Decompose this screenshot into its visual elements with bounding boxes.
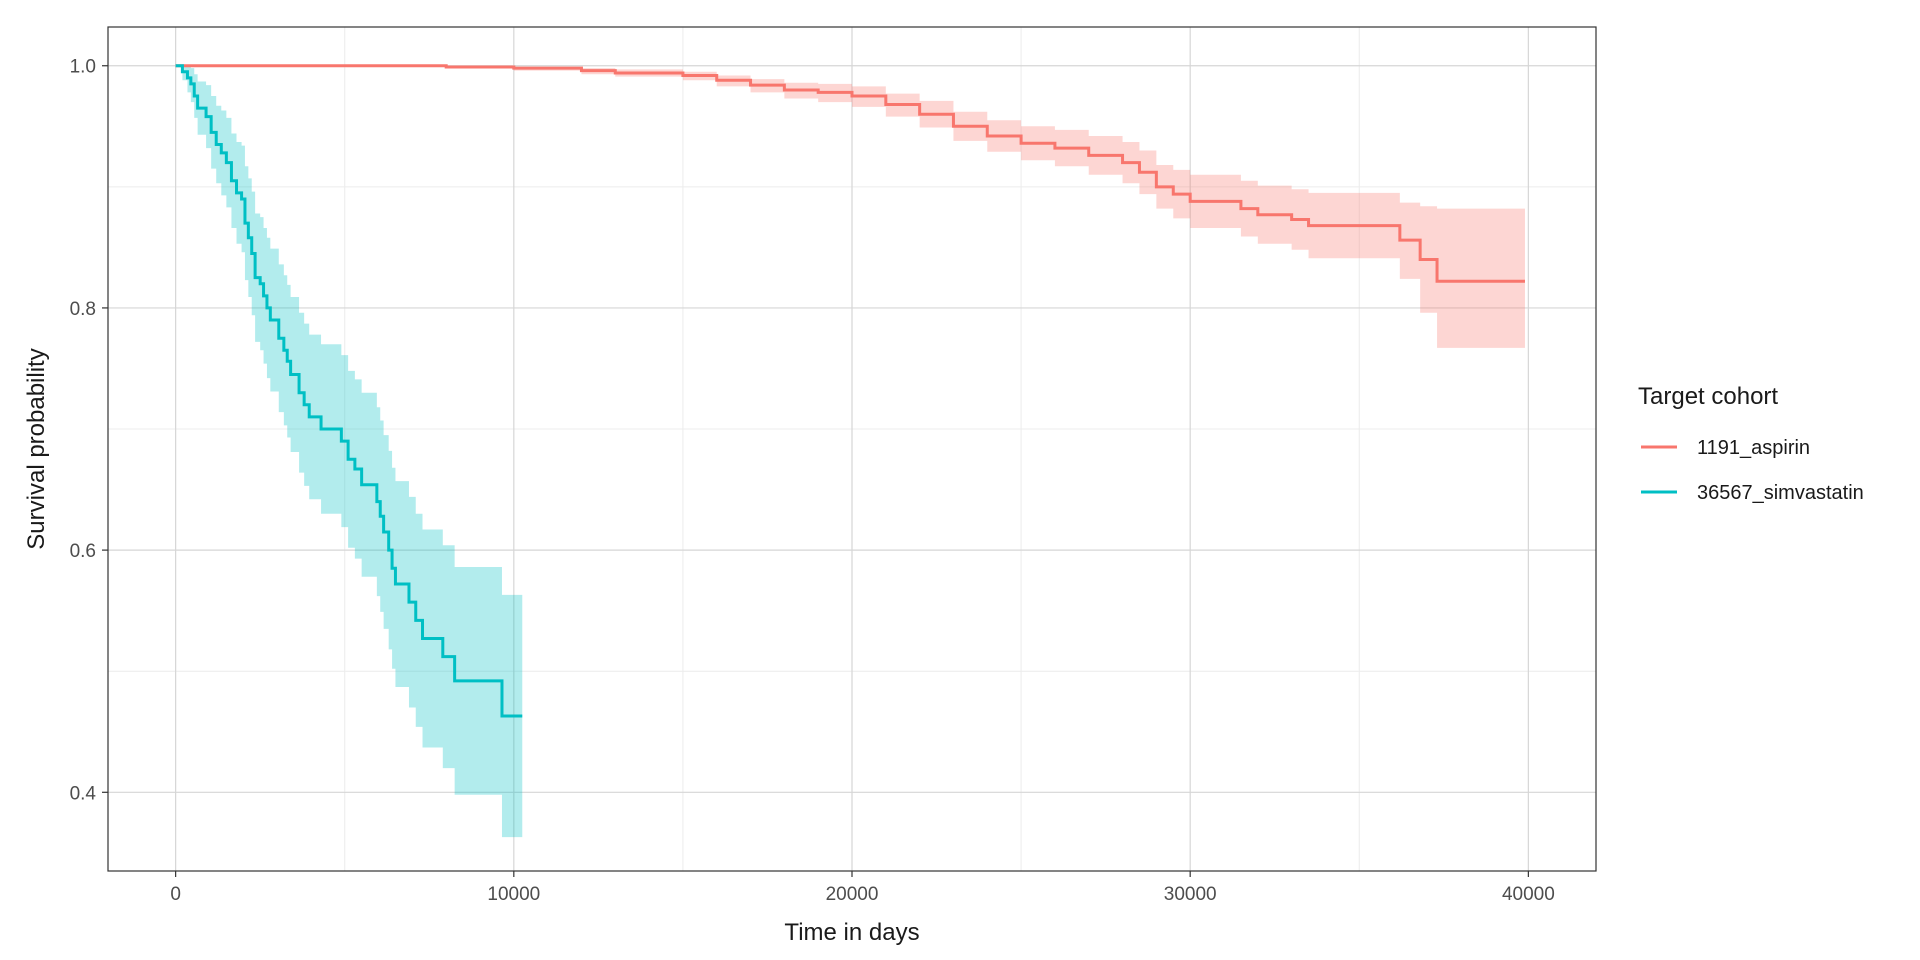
legend-label-aspirin: 1191_aspirin xyxy=(1697,437,1810,459)
y-tick-label: 1.0 xyxy=(70,57,96,78)
legend-label-simvastatin: 36567_simvastatin xyxy=(1697,482,1864,504)
legend-title: Target cohort xyxy=(1638,383,1778,410)
x-tick-label: 0 xyxy=(170,884,181,905)
x-tick-label: 10000 xyxy=(487,884,540,905)
x-tick-label: 30000 xyxy=(1164,884,1217,905)
y-tick-label: 0.4 xyxy=(70,783,97,804)
x-tick-label: 40000 xyxy=(1502,884,1555,905)
y-axis-title: Survival probability xyxy=(23,348,50,549)
y-tick-label: 0.8 xyxy=(70,299,96,320)
x-tick-label: 20000 xyxy=(826,884,879,905)
y-tick-label: 0.6 xyxy=(70,541,96,562)
x-axis-title: Time in days xyxy=(784,919,919,946)
